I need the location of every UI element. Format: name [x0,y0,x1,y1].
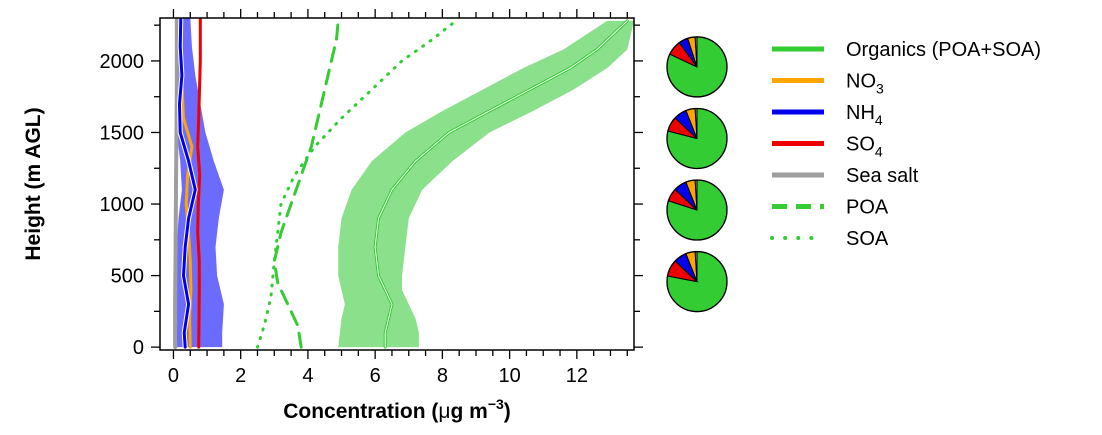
poa-line [272,19,340,349]
series-layer [173,18,634,350]
so4-line [196,18,202,349]
pie-chart-500 [666,250,728,313]
y-tick-label: 1500 [100,122,145,144]
seasalt-line [173,18,179,350]
no3-line [178,18,194,349]
legend-item-nh4: NH4 [772,102,883,128]
legend-label-nh4: NH4 [846,102,883,128]
y-axis-title: Height (m AGL) [22,107,45,260]
x-axis-title: Concentration (μg m−3) [283,396,511,423]
legend-item-seasalt: Sea salt [772,165,919,187]
pie-outline [666,36,728,98]
organics-line-highlight [374,20,628,348]
y-tick-label: 0 [133,337,144,359]
legend-item-no3: NO3 [772,71,884,97]
legend-label-poa: POA [846,197,889,219]
y-tick-label: 500 [111,266,144,288]
legend-label-soa: SOA [846,228,889,250]
legend-label-no3: NO3 [846,71,884,97]
pie-chart-1000 [666,179,728,241]
legend: Organics (POA+SOA) NO3 NH4 SO4 Sea salt POA SO… [770,39,1041,250]
x-tick-label: 2 [235,365,246,387]
y-tick-label: 1000 [100,194,145,216]
organics-uncertainty-band [338,20,634,348]
ticks-layer: 0 2 4 6 8 10 12 0 500 1000 1500 2000 [100,9,643,387]
x-tick-label: 12 [566,365,588,387]
pie-outline [666,179,728,241]
pie-chart-2000 [666,36,728,98]
y-tick-label: 2000 [100,51,145,73]
x-tick-label: 10 [498,365,520,387]
soa-line [256,19,458,349]
nh4-line [178,18,197,349]
legend-item-so4: SO4 [772,134,883,160]
pie-charts [666,36,728,313]
legend-label-so4: SO4 [846,134,883,160]
pie-outline [666,250,728,313]
legend-label-seasalt: Sea salt [846,165,919,187]
legend-item-soa: SOA [770,228,889,250]
pie-chart-1500 [666,107,728,170]
legend-label-organics: Organics (POA+SOA) [846,39,1041,61]
x-tick-label: 4 [302,365,313,387]
x-tick-label: 0 [168,365,179,387]
legend-item-organics: Organics (POA+SOA) [772,39,1041,61]
x-tick-label: 8 [437,365,448,387]
pie-outline [666,107,728,170]
axes-layer [159,17,635,351]
legend-item-poa: POA [772,197,889,219]
plot-frame [159,17,635,351]
x-tick-label: 6 [370,365,381,387]
